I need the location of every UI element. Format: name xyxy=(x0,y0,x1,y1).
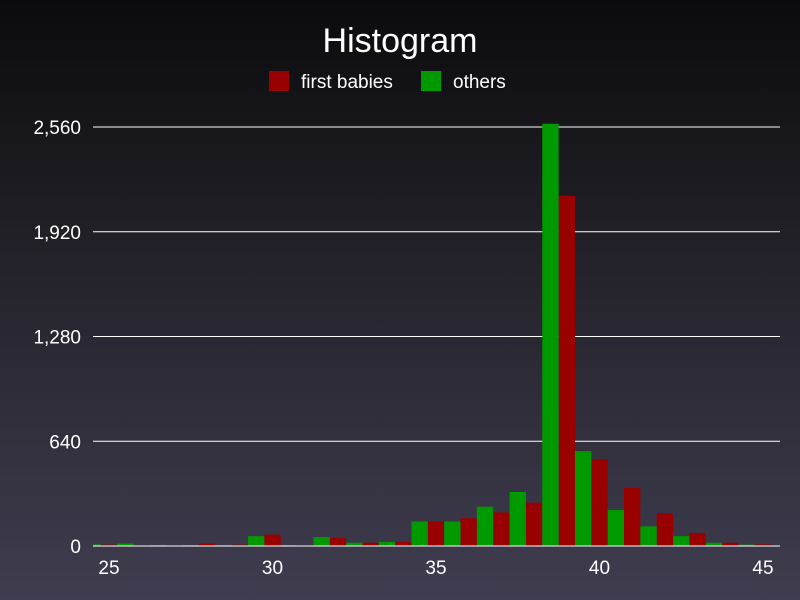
series-others xyxy=(93,123,755,546)
bar xyxy=(705,542,723,546)
bar xyxy=(93,544,101,546)
bar xyxy=(624,487,641,546)
x-tick-label: 30 xyxy=(262,558,283,579)
bar xyxy=(640,526,657,546)
y-tick-label: 640 xyxy=(49,432,81,453)
bar xyxy=(395,541,412,546)
y-axis-ticks: 0 640 1,280 1,920 2,560 xyxy=(33,118,81,558)
x-tick-label: 25 xyxy=(98,558,119,579)
bar xyxy=(656,513,674,546)
bar xyxy=(411,521,428,546)
bar xyxy=(754,544,772,546)
bar xyxy=(607,509,625,546)
bar xyxy=(231,544,248,546)
bar xyxy=(346,542,363,546)
bar xyxy=(525,502,543,546)
bar xyxy=(329,537,347,546)
x-axis-ticks: 25 30 35 40 45 xyxy=(98,558,773,579)
x-tick-label: 40 xyxy=(589,558,610,579)
bar xyxy=(689,532,706,546)
bar xyxy=(100,544,118,546)
x-tick-label: 45 xyxy=(752,558,773,579)
bar xyxy=(476,506,494,546)
bar xyxy=(362,542,379,546)
series-first-babies xyxy=(100,195,772,546)
bar xyxy=(591,459,608,546)
bar xyxy=(493,512,510,546)
bar xyxy=(738,544,755,546)
legend: first babies others xyxy=(269,71,506,93)
bar xyxy=(444,521,461,546)
bar xyxy=(509,491,526,546)
bar xyxy=(247,536,265,546)
bar xyxy=(558,195,575,546)
bar xyxy=(542,123,559,546)
legend-label-first-babies: first babies xyxy=(301,72,393,93)
bar xyxy=(264,534,281,546)
legend-label-others: others xyxy=(453,72,506,93)
bar xyxy=(378,541,396,546)
grid xyxy=(93,126,780,442)
y-tick-label: 1,280 xyxy=(33,328,81,349)
bar xyxy=(460,518,477,546)
bar xyxy=(313,536,330,546)
bar xyxy=(117,543,134,546)
chart-title: Histogram xyxy=(323,22,478,60)
y-tick-label: 2,560 xyxy=(33,118,81,139)
bar xyxy=(673,536,690,546)
bar xyxy=(722,542,739,546)
legend-swatch-others xyxy=(421,71,441,91)
y-tick-label: 1,920 xyxy=(33,223,81,244)
legend-swatch-first-babies xyxy=(269,71,289,91)
bar xyxy=(198,543,216,546)
bar xyxy=(574,451,592,546)
bar xyxy=(427,521,445,546)
x-tick-label: 35 xyxy=(425,558,446,579)
y-tick-label: 0 xyxy=(70,537,81,558)
